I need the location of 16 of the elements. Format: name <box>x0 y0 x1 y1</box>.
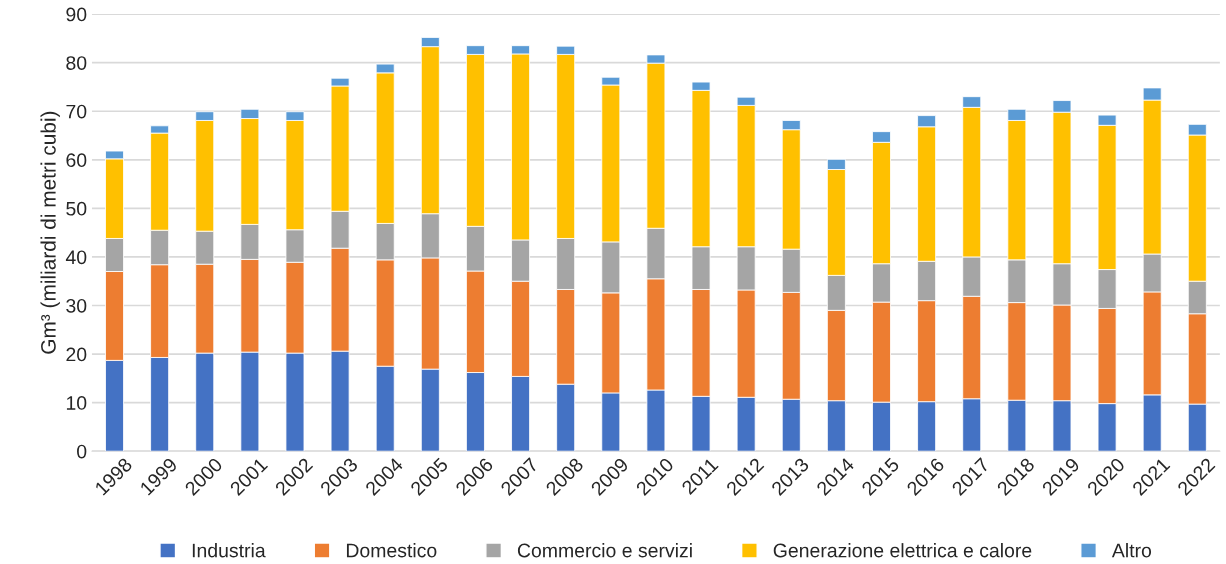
legend-label: Commercio e servizi <box>517 543 692 558</box>
y-tick-label: 0 <box>77 444 87 459</box>
legend-label: Generazione elettrica e calore <box>773 543 1032 558</box>
y-tick-label: 20 <box>66 347 87 362</box>
y-tick-label: 80 <box>66 56 87 70</box>
legend-label: Industria <box>192 543 266 558</box>
y-tick-label: 10 <box>66 396 87 410</box>
legend-label: Altro <box>1111 543 1152 558</box>
y-tick-label: 50 <box>66 201 87 216</box>
y-tick-label: 90 <box>66 7 87 22</box>
y-tick-label: 40 <box>65 250 87 265</box>
legend-label: Domestico <box>346 543 437 558</box>
y-axis-title: Gm³ (miliardi di metri cubi) <box>40 111 60 354</box>
y-tick-label: 70 <box>66 104 87 119</box>
y-tick-label: 60 <box>66 153 87 168</box>
y-tick-label: 30 <box>66 298 87 313</box>
